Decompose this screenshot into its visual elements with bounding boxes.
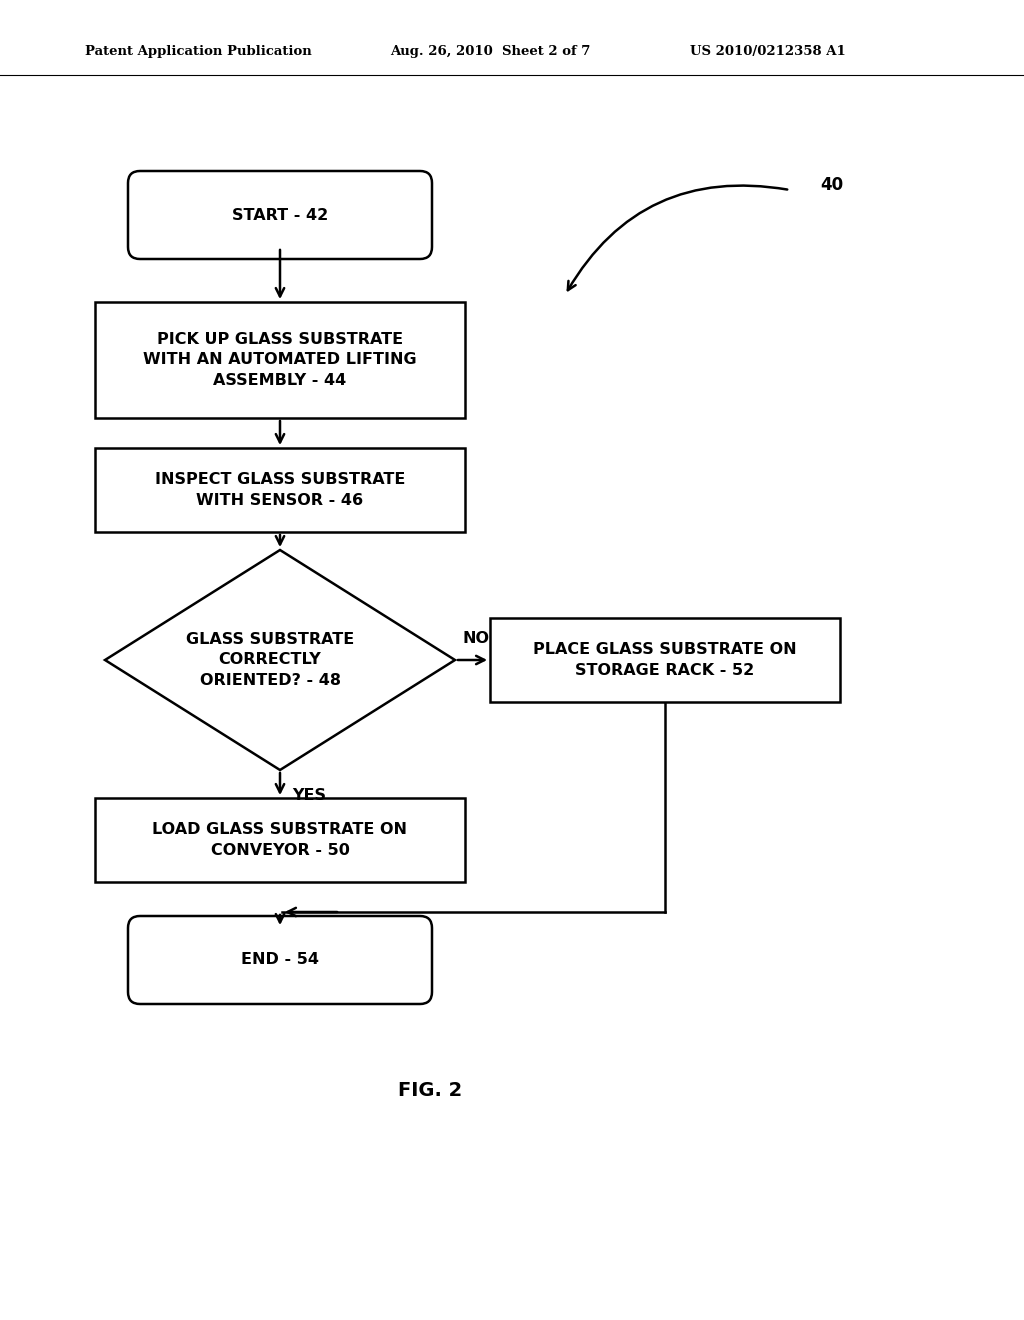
Bar <box>95 447 465 532</box>
Text: PICK UP GLASS SUBSTRATE
WITH AN AUTOMATED LIFTING
ASSEMBLY - 44: PICK UP GLASS SUBSTRATE WITH AN AUTOMATE… <box>143 333 417 388</box>
Text: Patent Application Publication: Patent Application Publication <box>85 45 311 58</box>
FancyBboxPatch shape <box>128 916 432 1005</box>
Text: NO: NO <box>463 631 490 645</box>
Polygon shape <box>105 550 455 770</box>
Text: GLASS SUBSTRATE
CORRECTLY
ORIENTED? - 48: GLASS SUBSTRATE CORRECTLY ORIENTED? - 48 <box>186 632 354 688</box>
Text: START - 42: START - 42 <box>231 207 328 223</box>
Bar <box>490 618 840 702</box>
FancyBboxPatch shape <box>128 172 432 259</box>
Bar <box>95 302 465 418</box>
Text: LOAD GLASS SUBSTRATE ON
CONVEYOR - 50: LOAD GLASS SUBSTRATE ON CONVEYOR - 50 <box>153 822 408 858</box>
Text: PLACE GLASS SUBSTRATE ON
STORAGE RACK - 52: PLACE GLASS SUBSTRATE ON STORAGE RACK - … <box>534 643 797 677</box>
Text: YES: YES <box>292 788 326 803</box>
Text: 40: 40 <box>820 176 843 194</box>
Text: FIG. 2: FIG. 2 <box>398 1081 462 1100</box>
Text: Aug. 26, 2010  Sheet 2 of 7: Aug. 26, 2010 Sheet 2 of 7 <box>390 45 591 58</box>
Text: INSPECT GLASS SUBSTRATE
WITH SENSOR - 46: INSPECT GLASS SUBSTRATE WITH SENSOR - 46 <box>155 473 406 508</box>
Text: END - 54: END - 54 <box>241 953 319 968</box>
Bar <box>95 799 465 882</box>
Text: US 2010/0212358 A1: US 2010/0212358 A1 <box>690 45 846 58</box>
